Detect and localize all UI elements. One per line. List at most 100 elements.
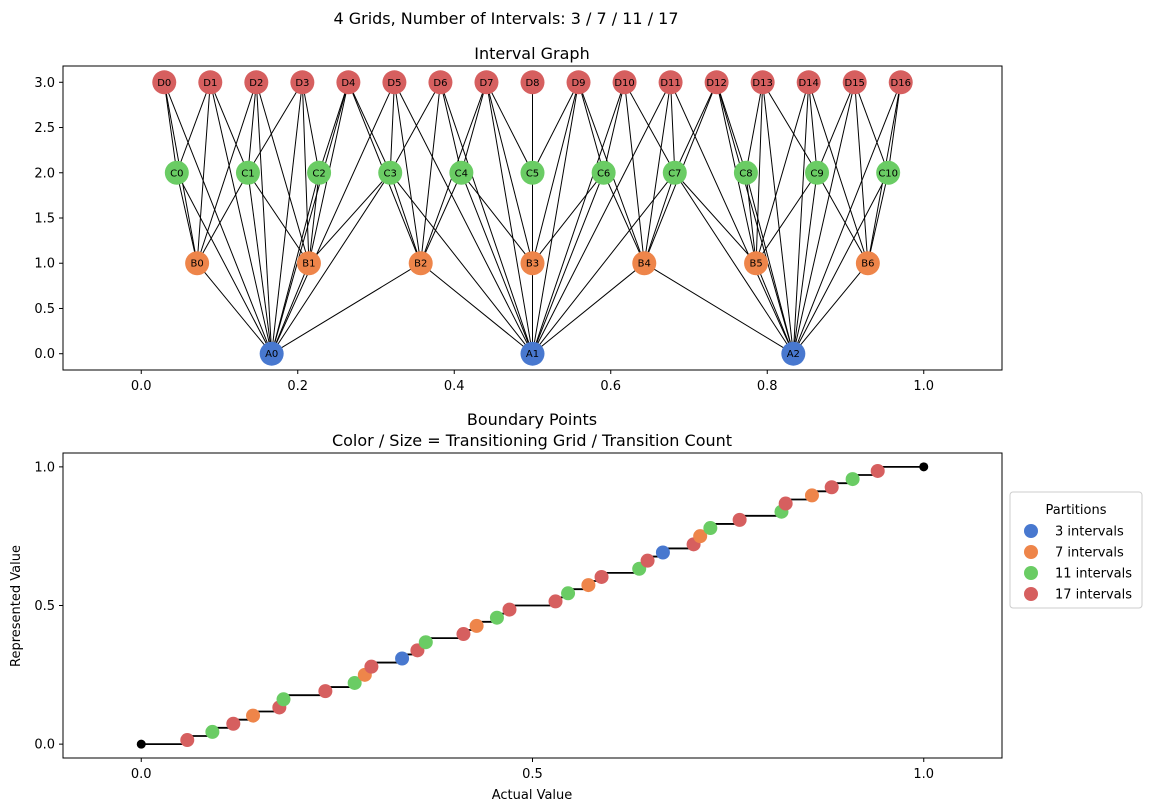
- graph-edge: [271, 263, 310, 354]
- graph-edge: [163, 82, 178, 173]
- legend-marker: [1024, 545, 1038, 559]
- y-tick-label: 1.0: [34, 257, 55, 272]
- graph-node-label: D10: [614, 78, 634, 89]
- graph-node-d4: D4: [336, 70, 361, 95]
- legend-entry: 17 intervals: [1024, 587, 1132, 603]
- graph-node-c2: C2: [307, 160, 332, 185]
- graph-node-d12: D12: [704, 70, 729, 95]
- graph-node-c0: C0: [164, 160, 189, 185]
- graph-node-marker: [198, 70, 223, 95]
- boundary-point: [318, 684, 333, 699]
- graph-edge: [271, 172, 391, 354]
- graph-node-d11: D11: [658, 70, 683, 95]
- graph-edge: [420, 82, 441, 264]
- graph-edge: [643, 82, 672, 264]
- x-tick-label: 0.5: [522, 767, 543, 782]
- legend-entry: 3 intervals: [1024, 524, 1124, 540]
- graph-edge: [532, 172, 605, 354]
- y-tick-label: 2.0: [34, 166, 55, 181]
- graph-node-label: D13: [752, 78, 772, 89]
- graph-edge: [603, 82, 626, 173]
- graph-node-label: D11: [660, 78, 680, 89]
- graph-edge: [439, 82, 462, 173]
- graph-edge: [176, 82, 211, 173]
- graph-node-d15: D15: [842, 70, 867, 95]
- y-tick-label: 0.5: [34, 599, 55, 614]
- graph-edge: [674, 172, 757, 264]
- graph-node-label: C10: [878, 168, 898, 179]
- graph-node-label: D4: [341, 78, 355, 89]
- graph-node-marker: [382, 70, 407, 95]
- graph-node-label: D0: [157, 78, 171, 89]
- graph-node-marker: [164, 160, 189, 185]
- graph-node-label: D15: [844, 78, 864, 89]
- graph-edge: [486, 82, 533, 173]
- graph-node-b5: B5: [744, 251, 769, 276]
- graph-node-label: D16: [891, 78, 911, 89]
- graph-node-d2: D2: [244, 70, 269, 95]
- graph-edge: [196, 172, 249, 264]
- graph-node-marker: [733, 160, 758, 185]
- graph-edge: [532, 82, 626, 354]
- graph-node-c4: C4: [449, 160, 474, 185]
- graph-node-label: B2: [414, 259, 427, 270]
- interval-graph-x-axis: 0.0 0.2 0.4 0.6 0.8 1.0: [131, 370, 934, 394]
- graph-node-label: D3: [295, 78, 309, 89]
- graph-node-marker: [855, 251, 880, 276]
- graph-node-marker: [704, 70, 729, 95]
- interval-graph-y-axis: 0.0 0.5 1.0 1.5 2.0 2.5 3.0: [34, 76, 63, 362]
- graph-node-label: C3: [384, 168, 397, 179]
- graph-edge: [209, 82, 273, 354]
- y-tick-label: 0.0: [34, 738, 55, 753]
- x-tick-label: 0.0: [131, 379, 152, 394]
- graph-node-c5: C5: [520, 160, 545, 185]
- graph-node-marker: [520, 70, 545, 95]
- graph-node-marker: [796, 70, 821, 95]
- step-function-line: [141, 465, 924, 746]
- graph-edge: [532, 82, 580, 354]
- graph-node-marker: [520, 160, 545, 185]
- graph-node-marker: [612, 70, 637, 95]
- graph-edge: [271, 262, 421, 355]
- y-tick-label: 2.5: [34, 121, 55, 136]
- interval-graph-title: Interval Graph: [474, 44, 589, 63]
- graph-edge: [271, 82, 349, 354]
- partitions-legend: Partitions 3 intervals 7 intervals 11 inte…: [1009, 491, 1143, 609]
- graph-edge: [762, 82, 794, 354]
- graph-edge: [854, 82, 889, 173]
- graph-edge: [792, 82, 810, 354]
- graph-node-d0: D0: [152, 70, 177, 95]
- y-tick-label: 0.0: [34, 347, 55, 362]
- boundary-point: [824, 480, 839, 495]
- graph-edge: [762, 82, 818, 174]
- endpoint-marker-start: [136, 739, 146, 749]
- graph-edge: [485, 82, 533, 354]
- graph-edge: [439, 82, 533, 354]
- legend-frame: [1009, 491, 1143, 609]
- graph-node-marker: [520, 341, 545, 366]
- x-tick-label: 0.6: [600, 379, 621, 394]
- graph-edge: [808, 82, 818, 173]
- graph-edge: [624, 82, 645, 264]
- graph-edge: [389, 82, 395, 173]
- graph-node-marker: [566, 70, 591, 95]
- graph-node-marker: [307, 160, 332, 185]
- x-axis-label: Actual Value: [492, 788, 573, 803]
- graph-edge: [176, 172, 198, 264]
- graph-node-marker: [888, 70, 913, 95]
- boundary-point: [655, 545, 670, 560]
- graph-node-marker: [336, 70, 361, 95]
- x-tick-label: 0.4: [444, 379, 465, 394]
- graph-node-a0: A0: [259, 341, 284, 366]
- boundary-point: [205, 724, 220, 739]
- boundary-point: [180, 733, 195, 748]
- graph-node-label: C0: [170, 168, 183, 179]
- graph-edge: [643, 172, 676, 264]
- graph-edge: [792, 262, 869, 355]
- endpoint-marker-end: [919, 462, 929, 472]
- graph-edge: [816, 172, 869, 264]
- graph-edge: [247, 172, 273, 354]
- graph-node-d7: D7: [474, 70, 499, 95]
- boundary-point: [594, 569, 609, 584]
- graph-edge: [532, 82, 579, 173]
